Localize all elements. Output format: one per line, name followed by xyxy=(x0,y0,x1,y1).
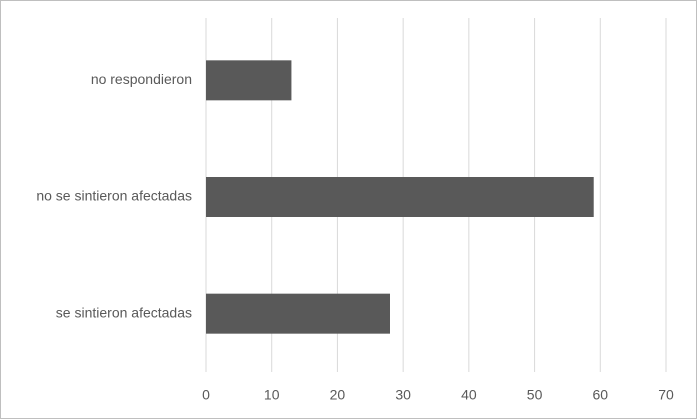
x-tick-label: 0 xyxy=(202,387,210,403)
bar xyxy=(206,60,292,101)
y-tick-label: no se sintieron afectadas xyxy=(36,188,192,204)
x-tick-label: 40 xyxy=(461,387,477,403)
x-tick-label: 10 xyxy=(264,387,280,403)
y-tick-label: no respondieron xyxy=(91,71,192,87)
x-tick-label: 50 xyxy=(527,387,543,403)
x-tick-label: 70 xyxy=(658,387,674,403)
x-tick-label: 20 xyxy=(330,387,346,403)
x-tick-label: 30 xyxy=(395,387,411,403)
bar xyxy=(206,293,390,334)
x-tick-label: 60 xyxy=(592,387,608,403)
y-tick-label: se sintieron afectadas xyxy=(56,304,192,320)
bar xyxy=(206,177,594,217)
